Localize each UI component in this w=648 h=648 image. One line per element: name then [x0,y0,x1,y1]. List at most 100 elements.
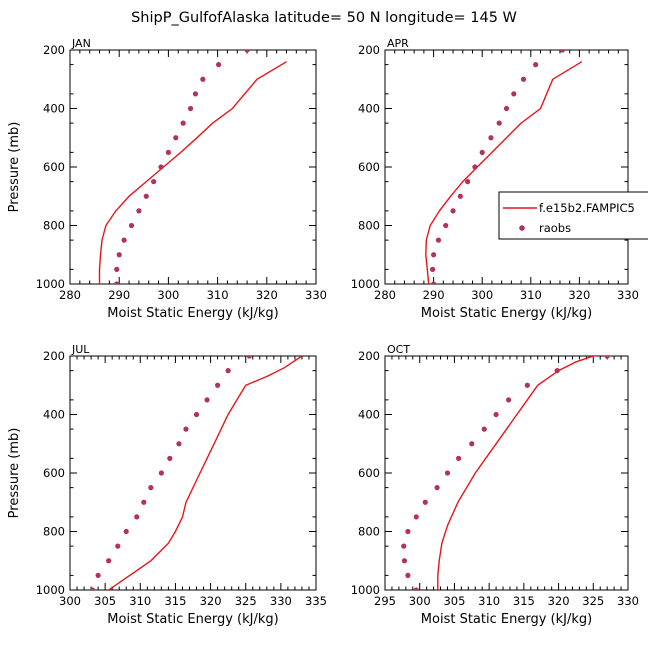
plot-frame [384,355,629,591]
raobs-point [106,558,112,564]
raobs-point [215,382,221,388]
raobs-point [128,222,135,229]
raobs-point [225,368,231,374]
raobs-point [141,499,147,505]
raobs-point [465,179,471,185]
raobs-point [604,356,610,359]
raobs-point [505,397,512,403]
raobs-point [158,470,164,476]
y-tick-label: 1000 [351,583,380,597]
raobs-point [165,149,171,155]
y-tick-label: 400 [358,102,380,116]
raobs-point [589,33,594,38]
raobs-point [180,120,186,126]
raobs-point [488,135,494,141]
model-profile-line [425,61,583,284]
raobs-point [520,76,527,82]
x-axis-label: Moist Static Energy (kJ/kg) [421,306,592,321]
x-tick-label: 300 [409,594,431,608]
x-tick-label: 330 [270,594,292,608]
x-tick-label: 330 [617,288,639,302]
plot-data [98,33,287,284]
raobs-point [444,470,451,476]
raobs-point [422,499,428,505]
raobs-point [524,382,530,388]
raobs-point [151,179,157,185]
raobs-point [405,572,411,578]
model-profile-line [98,61,287,284]
raobs-point [511,91,517,97]
x-axis-label: Moist Static Energy (kJ/kg) [421,612,592,627]
legend: f.e15b2.FAMPIC5 raobs [498,191,648,240]
raobs-point [479,149,485,155]
x-tick-label: 280 [374,288,396,302]
raobs-point [187,105,194,112]
panel-jul: JUL 300 305 310 315 320 325 330 335 200 400 600 800 1… [7,339,327,627]
raobs-point [204,397,210,403]
y-tick-label: 200 [43,43,65,57]
y-tick-label: 400 [43,102,65,116]
raobs-point [457,193,463,199]
y-axis-label: Pressure (mb) [7,122,22,213]
model-profile-line [107,356,303,590]
figure-title: ShipP_GulfofAlaska latitude= 50 N longit… [131,10,517,26]
x-tick-label: 310 [207,288,229,302]
raobs-point [192,91,199,97]
x-tick-label: 320 [548,594,570,608]
y-tick-label: 400 [358,408,380,422]
raobs-point [246,356,252,359]
raobs-point [95,572,101,578]
panel-apr: APR 280 290 300 310 320 330 200 400 600 800 1000 Moi… [351,33,639,321]
raobs-point [176,441,182,447]
raobs-point [215,62,222,68]
raobs-point [143,193,149,199]
raobs-point [279,33,284,38]
x-tick-label: 290 [108,288,130,302]
raobs-point [193,411,200,418]
plot-data [401,356,610,590]
raobs-point [472,164,478,170]
raobs-point [430,266,436,272]
raobs-point [294,339,299,344]
x-tick-label: 320 [200,594,222,608]
legend-obs-swatch [519,225,525,231]
raobs-point [121,237,127,243]
x-tick-label: 310 [129,594,151,608]
raobs-point [244,50,250,53]
panel-title: OCT [387,343,410,356]
y-axis-label: Pressure (mb) [7,428,22,519]
raobs-point [496,120,502,126]
raobs-point [450,208,456,214]
raobs-point [183,426,189,432]
y-tick-label: 600 [358,160,380,174]
raobs-point [114,266,120,272]
x-tick-label: 280 [59,288,81,302]
x-tick-label: 330 [617,594,639,608]
y-tick-label: 1000 [36,277,65,291]
y-tick-label: 600 [43,466,65,480]
raobs-point [443,222,449,229]
y-tick-label: 200 [358,43,380,57]
x-tick-label: 290 [423,288,445,302]
x-tick-label: 310 [520,288,542,302]
y-tick-label: 600 [358,466,380,480]
y-tick-label: 200 [358,349,380,363]
x-tick-label: 295 [374,594,396,608]
y-tick-label: 800 [358,219,380,233]
y-tick-label: 400 [43,408,65,422]
x-tick-label: 315 [513,594,535,608]
raobs-point [158,164,164,170]
y-tick-label: 600 [43,160,65,174]
raobs-point [148,485,154,491]
raobs-point [115,543,121,549]
raobs-point [401,543,407,549]
panel-title: APR [387,37,409,50]
raobs-point [200,76,206,82]
panel-title: JAN [71,37,91,50]
raobs-point [116,252,122,258]
x-axis-label: Moist Static Energy (kJ/kg) [107,306,278,321]
x-tick-label: 320 [256,288,278,302]
raobs-point [167,455,173,461]
y-tick-label: 1000 [36,583,65,597]
